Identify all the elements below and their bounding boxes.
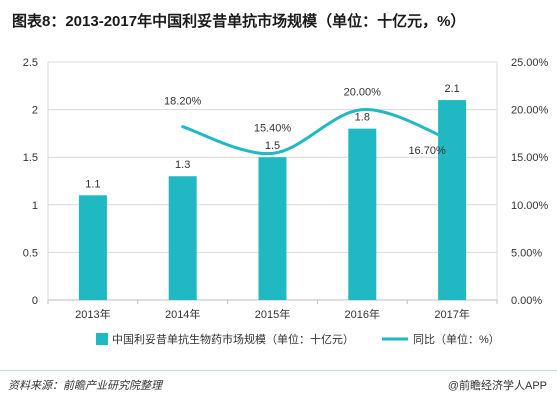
bar-value-label: 1.1 [85, 178, 100, 190]
y-right-tick-label: 5.00% [511, 247, 542, 259]
y-left-tick-label: 1.5 [23, 152, 38, 164]
legend-bar-swatch [96, 333, 108, 345]
line-value-label: 18.20% [164, 96, 202, 108]
x-tick-label: 2013年 [75, 307, 110, 321]
y-left-tick-label: 1 [32, 200, 38, 212]
legend-bar-label: 中国利妥昔单抗生物药市场规模（单位：十亿元） [112, 332, 354, 346]
bar [258, 157, 287, 300]
bar [78, 195, 107, 300]
x-tick-label: 2015年 [255, 307, 290, 321]
line-value-label: 16.70% [408, 145, 446, 157]
legend-line-label: 同比（单位：%） [413, 332, 500, 346]
source-note: 资料来源：前瞻产业研究院整理 [8, 380, 162, 392]
y-left-tick-label: 2.5 [23, 57, 38, 69]
x-tick-label: 2017年 [434, 307, 469, 321]
y-right-tick-label: 0.00% [511, 295, 542, 307]
bar-value-label: 1.3 [175, 159, 190, 171]
y-left-tick-label: 0.5 [23, 247, 38, 259]
growth-line [181, 108, 454, 155]
bar [168, 176, 197, 300]
bar [438, 100, 467, 300]
x-tick-label: 2016年 [345, 307, 380, 321]
y-left-tick-label: 0 [32, 295, 38, 307]
brand-note: @前瞻经济学人APP [447, 380, 547, 392]
bar-value-label: 1.8 [355, 112, 370, 124]
footer-divider [0, 370, 557, 371]
y-right-tick-label: 10.00% [511, 200, 549, 212]
bar-value-label: 2.1 [444, 83, 459, 95]
y-right-tick-label: 25.00% [511, 57, 549, 69]
chart-title: 图表8：2013-2017年中国利妥昔单抗市场规模（单位：十亿元，%） [12, 13, 466, 30]
line-value-label: 15.40% [254, 122, 292, 134]
y-right-tick-label: 20.00% [511, 105, 549, 117]
bar [348, 128, 377, 300]
y-right-tick-label: 15.00% [511, 152, 549, 164]
bar-value-label: 1.5 [265, 140, 280, 152]
line-value-label: 20.00% [344, 87, 382, 99]
x-tick-label: 2014年 [165, 307, 200, 321]
y-left-tick-label: 2 [32, 105, 38, 117]
